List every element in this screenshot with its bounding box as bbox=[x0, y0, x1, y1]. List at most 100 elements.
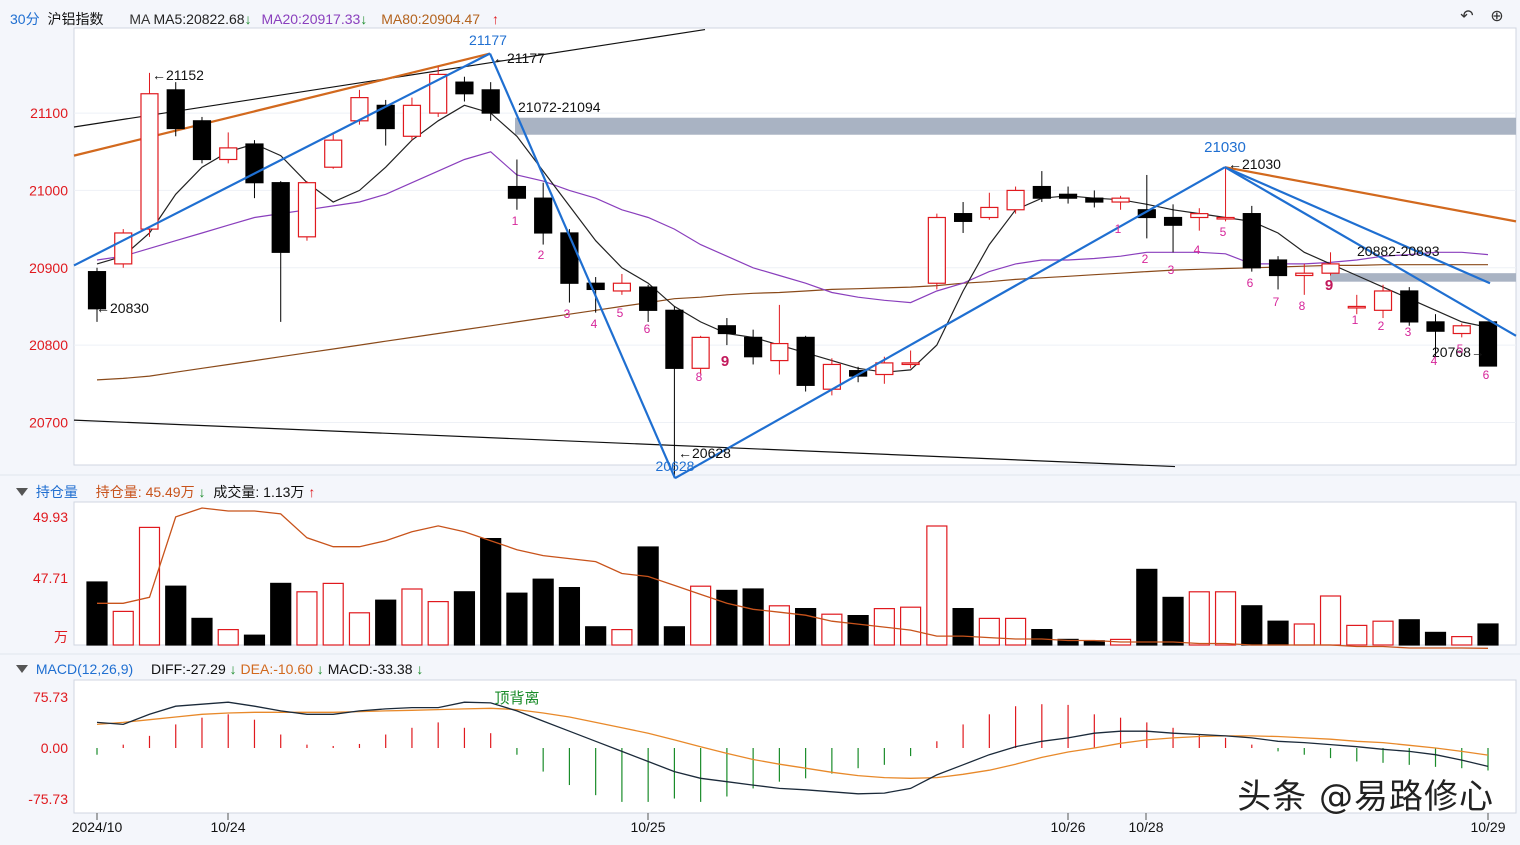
td-count-label: 4 bbox=[1194, 243, 1201, 257]
price-annotation: 20768→ bbox=[1432, 344, 1485, 360]
oi-tick-label: 47.71 bbox=[33, 570, 68, 586]
ma-label[interactable]: MA bbox=[129, 11, 150, 27]
candle bbox=[691, 336, 710, 369]
volume-bar bbox=[427, 600, 449, 646]
td-count-label: 5 bbox=[1457, 342, 1464, 356]
td-count-label: 6 bbox=[1483, 368, 1490, 382]
candle bbox=[796, 336, 815, 386]
volume-bar bbox=[1477, 623, 1499, 646]
volume-bar bbox=[1451, 635, 1473, 646]
td-count-label: 1 bbox=[1115, 222, 1122, 236]
time-label: 10/29 bbox=[1470, 819, 1505, 835]
candle bbox=[1085, 197, 1104, 203]
volume-bar bbox=[217, 628, 239, 646]
td-count-label: 2 bbox=[538, 248, 545, 262]
undo-icon[interactable]: ↶ bbox=[1460, 8, 1474, 25]
td-count-label: 1 bbox=[1352, 313, 1359, 327]
candle bbox=[1137, 209, 1156, 219]
candle bbox=[87, 271, 107, 310]
candle bbox=[639, 286, 658, 311]
volume-bar bbox=[243, 634, 266, 646]
volume-bar bbox=[742, 588, 764, 646]
dea-arrow-icon: ↓ bbox=[316, 661, 324, 677]
oi-label: 持仓量: bbox=[95, 484, 142, 500]
vol-value: 1.13万 bbox=[263, 484, 305, 500]
candle bbox=[770, 342, 789, 362]
resistance-band bbox=[1330, 273, 1516, 282]
ma20-value: MA20:20917.33 bbox=[261, 11, 361, 27]
watermark: 头条 @易路修心 bbox=[1237, 777, 1494, 817]
volume-bar bbox=[1004, 617, 1027, 646]
ma80-value: MA80:20904.47 bbox=[381, 11, 481, 27]
candle bbox=[271, 182, 290, 253]
volume-bar bbox=[1214, 591, 1237, 646]
td-count-label: 2 bbox=[1378, 319, 1385, 333]
volume-bar bbox=[690, 585, 712, 646]
volume-bar bbox=[900, 606, 922, 646]
volume-bar bbox=[1424, 631, 1447, 646]
candle bbox=[534, 197, 553, 234]
diff-line bbox=[96, 701, 1489, 795]
candle bbox=[114, 232, 133, 265]
candle bbox=[1190, 213, 1209, 219]
dea-value: DEA:-10.60 bbox=[240, 661, 313, 677]
period-label[interactable]: 30分 bbox=[10, 11, 40, 27]
volume-bar bbox=[768, 605, 790, 646]
candle bbox=[980, 206, 999, 219]
volume-bar bbox=[138, 526, 161, 646]
macd-tick-label: -75.73 bbox=[28, 791, 68, 807]
td-count-label: 6 bbox=[644, 322, 651, 336]
zigzag-trendline bbox=[73, 52, 491, 267]
vol-arrow-icon: ↑ bbox=[308, 484, 316, 500]
candle bbox=[166, 89, 185, 130]
vol-label: 成交量: bbox=[213, 484, 260, 500]
volume-bar bbox=[86, 581, 108, 646]
candle bbox=[1163, 216, 1183, 226]
candle bbox=[953, 213, 973, 222]
oi-tick-label: 万 bbox=[54, 629, 68, 645]
collapse-icon[interactable] bbox=[16, 488, 28, 496]
candle bbox=[1295, 272, 1314, 277]
candle bbox=[1006, 189, 1025, 211]
ma20-arrow-icon: ↓ bbox=[360, 11, 368, 27]
volume-bar bbox=[1057, 638, 1079, 646]
td-count-label: 9 bbox=[721, 353, 729, 370]
volume-bar bbox=[611, 628, 633, 646]
time-label: 2024/10 bbox=[72, 819, 123, 835]
volume-bar bbox=[926, 525, 948, 646]
zoom-in-icon[interactable]: ⊕ bbox=[1490, 8, 1504, 25]
td-count-label: 8 bbox=[1299, 299, 1306, 313]
candle bbox=[1032, 185, 1051, 199]
candle bbox=[849, 370, 868, 377]
macd-tick-label: 75.73 bbox=[33, 689, 68, 705]
macd-panel-title[interactable]: MACD(12,26,9) bbox=[35, 661, 134, 677]
candle bbox=[560, 232, 579, 284]
volume-bar bbox=[663, 626, 685, 646]
candle bbox=[1452, 325, 1471, 335]
candle bbox=[927, 216, 946, 284]
td-count-label: 7 bbox=[1273, 295, 1280, 309]
collapse-icon[interactable] bbox=[16, 665, 28, 673]
price-tick-label: 21000 bbox=[29, 182, 68, 198]
open-interest-panel bbox=[86, 507, 1499, 649]
macd-panel: 顶背离 bbox=[96, 689, 1489, 802]
volume-bar bbox=[375, 599, 397, 646]
orange-trendline bbox=[1224, 166, 1517, 223]
td-count-label: 4 bbox=[1431, 354, 1438, 368]
time-label: 10/28 bbox=[1128, 819, 1163, 835]
price-tick-label: 20700 bbox=[29, 414, 68, 430]
oi-panel-title[interactable]: 持仓量 bbox=[35, 484, 78, 500]
ma5-value: MA5:20822.68 bbox=[153, 11, 245, 27]
candle bbox=[665, 309, 684, 369]
candle bbox=[1347, 305, 1366, 309]
volume-bar bbox=[506, 592, 528, 646]
candle bbox=[875, 362, 894, 376]
volume-bar bbox=[1293, 623, 1315, 646]
oi-value: 45.49万 bbox=[145, 484, 195, 500]
macd-arrow-icon: ↓ bbox=[416, 661, 424, 677]
time-label: 10/24 bbox=[210, 819, 245, 835]
price-header: 30分 沪铝指数 MA MA5:20822.68↓ MA20:20917.33↓… bbox=[10, 9, 499, 29]
candle bbox=[140, 93, 159, 230]
